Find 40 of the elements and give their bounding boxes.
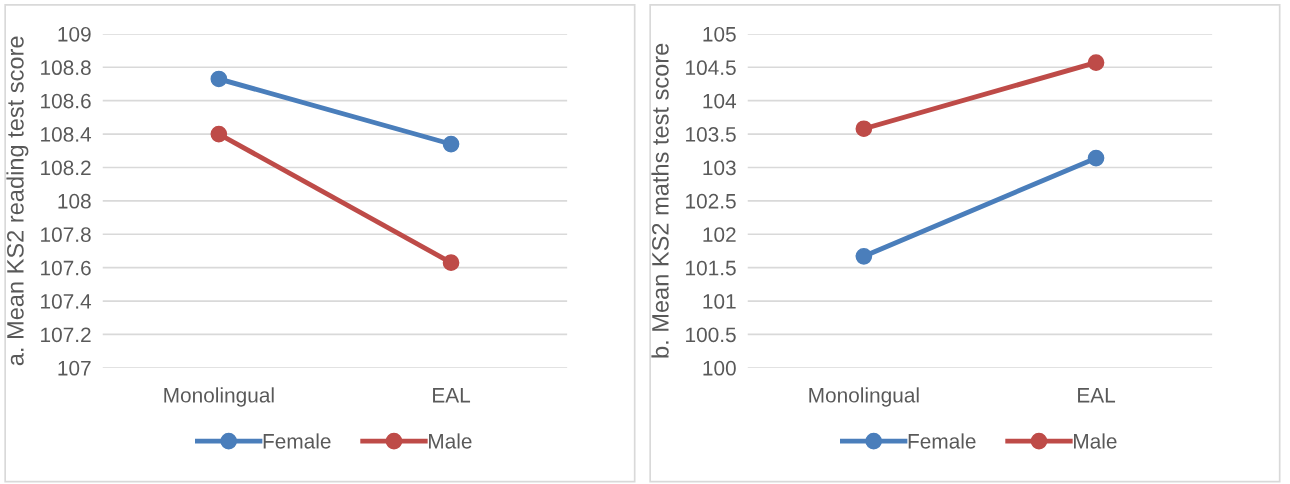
y-tick-label: 108 [58, 193, 91, 209]
y-tick-label: 108.4 [41, 127, 92, 142]
point [442, 254, 460, 271]
y-tick-label: 102.5 [686, 193, 736, 209]
y-axis-title: b. Mean KS2 maths test score [651, 43, 669, 358]
x-tick-label: Monolingual [809, 387, 919, 407]
point [1087, 149, 1105, 167]
y-tick-label: 105 [703, 26, 736, 42]
y-tick-label: 102 [703, 227, 736, 243]
point [855, 120, 873, 138]
point [210, 125, 228, 143]
legend-label: Female [908, 433, 976, 449]
x-tick-label: EAL [1078, 388, 1116, 403]
y-tick-label: 107.4 [41, 294, 92, 309]
y-axis-title: a. Mean KS2 reading test score [6, 36, 29, 366]
y-tick-label: 107.2 [41, 327, 91, 343]
y-tick-label: 103.5 [686, 127, 736, 142]
y-tick-label: 103 [703, 160, 736, 176]
y-tick-label: 108.8 [41, 60, 91, 76]
y-tick-label: 107 [58, 360, 91, 376]
y-tick-label: 104 [703, 93, 737, 109]
point [855, 247, 873, 265]
legend-label: Female [263, 433, 331, 449]
point [1087, 54, 1105, 71]
y-tick-label: 101 [703, 294, 736, 309]
legend-label: Male [1074, 433, 1117, 449]
y-tick-label: 107.6 [41, 260, 91, 276]
y-tick-label: 101.5 [686, 260, 736, 276]
x-tick-label: Monolingual [164, 387, 274, 407]
y-tick-label: 100 [703, 360, 736, 376]
y-tick-label: 108.2 [41, 160, 91, 176]
point [442, 135, 460, 153]
y-tick-label: 107.8 [41, 227, 91, 243]
y-tick-label: 104.5 [686, 60, 736, 76]
y-tick-label: 100.5 [686, 327, 736, 343]
legend-label: Male [429, 433, 472, 449]
y-tick-label: 109 [58, 26, 91, 42]
point [210, 70, 228, 88]
y-tick-label: 108.6 [41, 93, 91, 109]
x-tick-label: EAL [433, 388, 471, 403]
